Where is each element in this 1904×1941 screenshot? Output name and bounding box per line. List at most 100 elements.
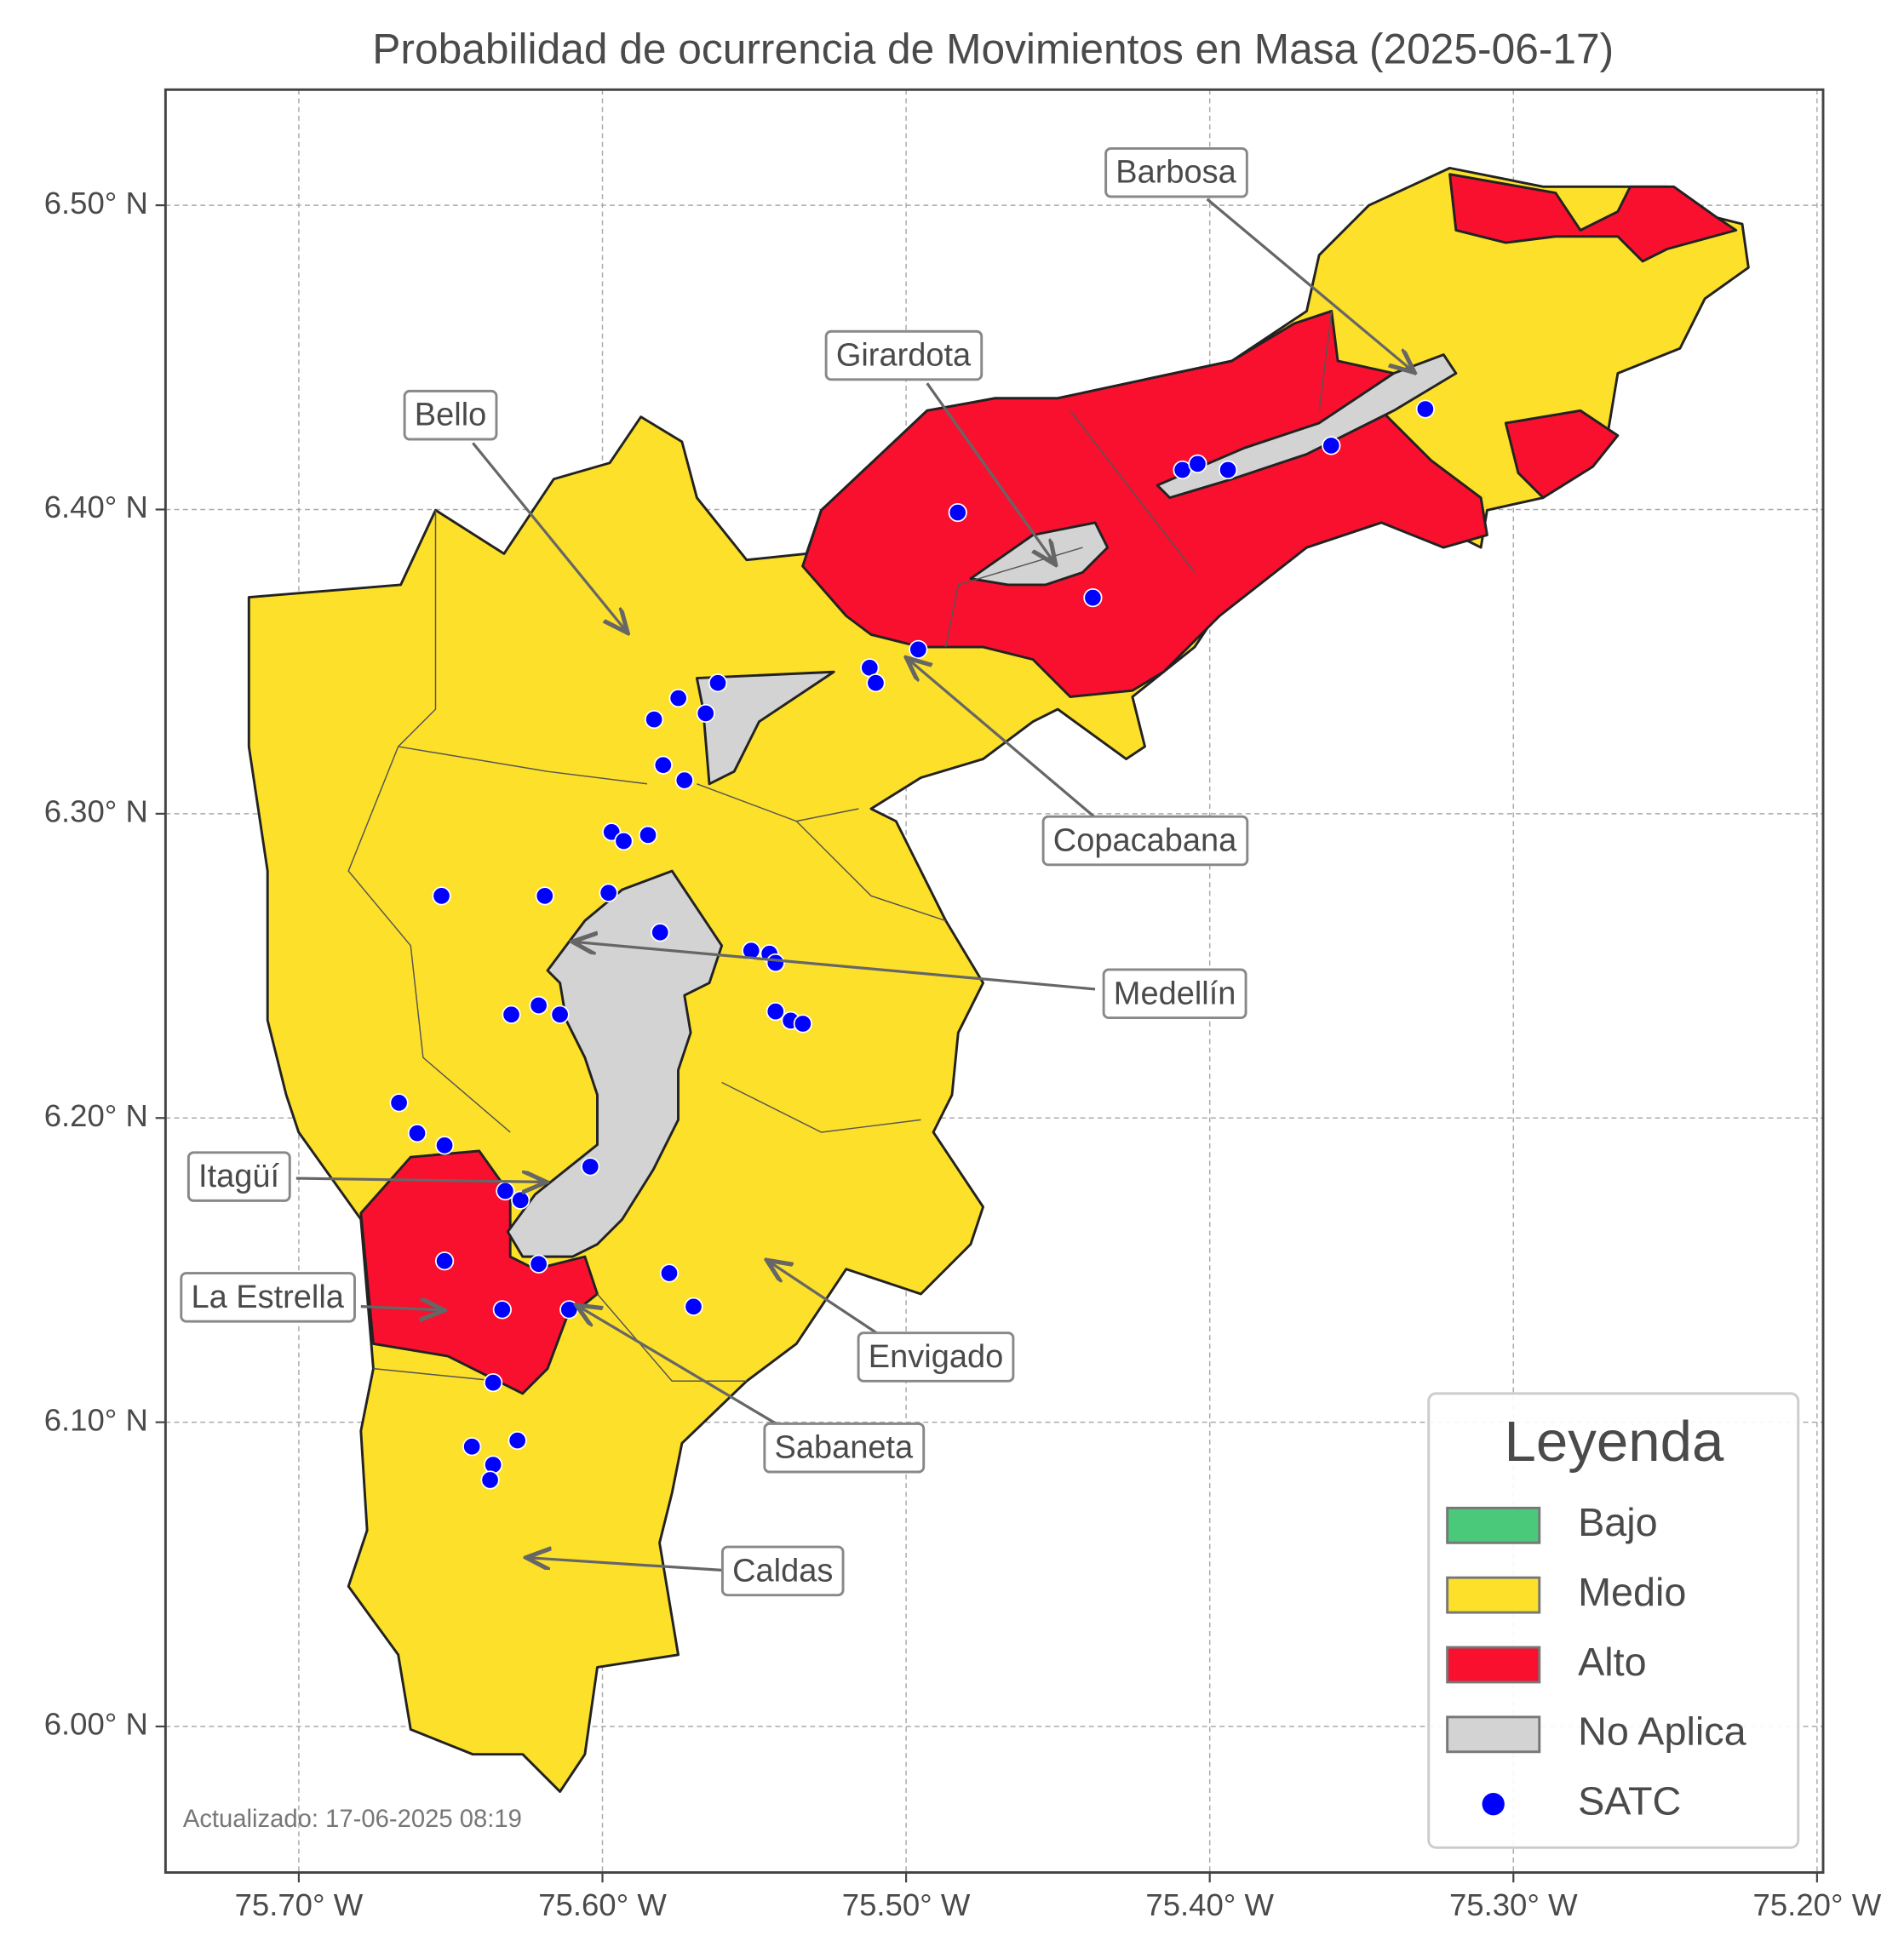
legend-marker [1482,1793,1505,1816]
annotation-arrow [472,442,626,631]
annotation: Sabaneta [579,1307,926,1474]
satc-point [484,1455,503,1474]
y-tick-label: 6.10° N [44,1402,148,1437]
satc-point [638,825,658,845]
satc-point [1188,454,1207,473]
annotation: Girardota [824,329,1054,562]
annotation-arrow [769,1262,885,1339]
satc-point [1218,460,1238,480]
satc-point [742,941,761,960]
satc-point [462,1437,482,1457]
satc-point [668,688,688,708]
x-tick-label: 75.20° W [1753,1887,1882,1922]
annotation-box [857,1331,1015,1383]
annotation-label: Barbosa [1115,155,1236,191]
legend-label: Medio [1578,1570,1686,1614]
legend-swatch [1446,1506,1541,1544]
boundary [347,311,1333,1383]
annotation-label: Copacabana [1053,823,1237,859]
satc-point [1415,399,1435,419]
region-no-aplica [506,869,724,1258]
annotation-label: Medellín [1114,976,1236,1011]
y-tick-label: 6.40° N [44,490,148,524]
annotation-box [720,1545,845,1597]
satc-point [684,1297,703,1316]
annotation-arrow [926,382,1054,562]
satc-point [659,1263,680,1283]
satc-point [529,995,548,1016]
annotation-box [180,1272,356,1323]
satc-point [492,1300,512,1320]
satc-point [511,1190,530,1210]
x-tick-label: 75.50° W [842,1887,971,1922]
satc-point [696,703,715,724]
y-tick-label: 6.50° N [44,186,148,220]
satc-point [599,883,618,902]
satc-point [708,673,728,693]
region-alto [1448,173,1738,263]
x-tick-label: 75.40° W [1145,1887,1274,1922]
satc-point [653,755,673,775]
annotation: Caldas [529,1545,845,1597]
satc-point [484,1373,503,1393]
y-tick-label: 6.00° N [44,1707,148,1742]
satc-point [434,1251,455,1271]
annotation-label: Sabaneta [775,1430,915,1466]
annotation-arrow [579,1307,785,1430]
annotation-arrow [909,660,1097,819]
region-alto [359,1149,599,1395]
footnote: Actualizado: 17-06-2025 08:19 [183,1806,522,1833]
satc-point [614,831,634,851]
legend-swatch [1446,1715,1541,1754]
satc-point [948,502,967,523]
annotation-label: Itagüí [198,1159,279,1194]
annotation-box [1104,146,1248,198]
satc-point [502,1005,521,1024]
satc-point [645,709,664,730]
plot-frame [163,88,1825,1875]
annotation: Copacabana [909,660,1249,867]
satc-point [480,1470,500,1490]
annotation: Bello [403,389,626,631]
satc-point [550,1005,570,1024]
satc-point [407,1124,427,1143]
y-tick-label: 6.20° N [44,1098,148,1133]
satc-point [529,1254,548,1274]
annotation-box [824,329,984,381]
satc-point [674,770,694,790]
legend-label: No Aplica [1578,1709,1746,1754]
satc-point [508,1430,527,1451]
region-alto [801,309,1488,698]
legend-label: Bajo [1578,1500,1658,1544]
satc-point [793,1014,812,1033]
annotation-label: Girardota [836,338,972,374]
legend-title: Leyenda [1505,1410,1725,1474]
satc-point [389,1093,409,1113]
legend-swatch [1446,1576,1541,1614]
satc-point [581,1157,600,1177]
annotation: Medellín [575,942,1247,1020]
annotation: La Estrella [180,1272,442,1323]
satc-point [496,1181,515,1201]
satc-point [559,1300,579,1320]
satc-point [651,923,670,942]
annotation-label: Caldas [732,1553,833,1589]
satc-point [766,953,785,973]
satc-point [434,1136,455,1155]
annotation-arrow [529,1558,722,1572]
x-tick-label: 75.70° W [235,1887,364,1922]
annotation-box [1041,815,1249,867]
annotation-box [763,1422,926,1474]
annotation-label: Envigado [869,1339,1003,1375]
satc-point [432,886,451,906]
annotation-label: La Estrella [191,1280,344,1315]
annotation-arrow [360,1307,442,1310]
legend-swatch [1446,1646,1541,1684]
map-title: Probabilidad de ocurrencia de Movimiento… [372,26,1614,73]
legend-label: Alto [1578,1640,1647,1684]
annotation-box [186,1151,291,1202]
x-tick-label: 75.30° W [1449,1887,1578,1922]
annotation-arrow [575,942,1096,991]
x-tick-label: 75.60° W [538,1887,667,1922]
